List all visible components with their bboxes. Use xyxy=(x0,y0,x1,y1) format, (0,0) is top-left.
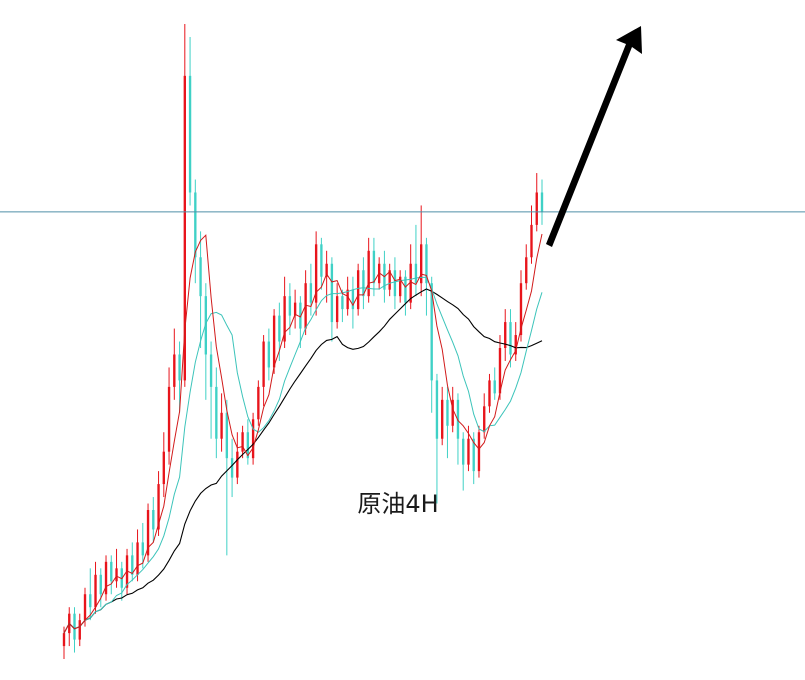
candle-down xyxy=(351,289,355,310)
candle-down xyxy=(414,263,418,284)
candle-down xyxy=(246,432,250,459)
candle-down xyxy=(330,263,334,323)
candle-down xyxy=(472,438,475,472)
candle-up xyxy=(241,432,244,452)
candle-up xyxy=(535,192,538,225)
candle-down xyxy=(73,613,76,640)
chart-title: 原油4H xyxy=(357,490,438,518)
candle-down xyxy=(430,283,433,381)
candle-up xyxy=(477,432,481,472)
candle-down xyxy=(493,380,496,394)
candle-up xyxy=(314,244,318,303)
candle-up xyxy=(525,257,528,284)
candle-down xyxy=(509,322,512,355)
candle-up xyxy=(451,399,454,426)
candle-up xyxy=(498,348,502,394)
candle-down xyxy=(288,296,292,316)
candle-down xyxy=(341,296,344,310)
candle-down xyxy=(309,283,313,303)
candle-down xyxy=(456,399,460,439)
candle-down xyxy=(462,438,465,465)
candle-down xyxy=(393,270,397,297)
candle-up xyxy=(183,75,186,381)
candle-up xyxy=(325,263,328,277)
candle-up xyxy=(409,263,412,303)
candle-up xyxy=(167,386,171,452)
candle-up xyxy=(272,315,276,368)
candle-up xyxy=(467,438,470,465)
candle-up xyxy=(293,302,297,316)
candle-down xyxy=(362,270,365,297)
candle-up xyxy=(530,224,533,258)
candles-group xyxy=(62,24,544,660)
candle-up xyxy=(220,412,223,439)
candle-up xyxy=(78,620,81,640)
candle-down xyxy=(404,276,407,303)
candle-down xyxy=(299,302,302,329)
candle-down xyxy=(225,412,229,459)
candle-down xyxy=(188,75,192,193)
candle-up xyxy=(398,276,402,297)
candle-up xyxy=(257,386,260,420)
candle-down xyxy=(446,399,449,426)
candle-down xyxy=(110,561,113,582)
candle-down xyxy=(540,192,544,212)
candle-up xyxy=(251,419,255,459)
candle-down xyxy=(267,341,271,368)
candle-down xyxy=(320,244,323,277)
candle-down xyxy=(425,244,428,284)
candle-down xyxy=(278,315,281,342)
candle-up xyxy=(519,283,523,336)
candle-up xyxy=(162,451,165,485)
candle-up xyxy=(441,399,444,439)
candle-up xyxy=(104,561,108,595)
candle-up xyxy=(173,354,176,387)
candle-up xyxy=(83,594,87,621)
candle-down xyxy=(435,380,439,439)
candle-down xyxy=(204,296,208,355)
candle-down xyxy=(89,594,92,608)
candle-up xyxy=(94,574,97,608)
candle-down xyxy=(372,250,376,284)
candle-down xyxy=(99,574,102,595)
candle-up xyxy=(483,406,486,433)
candle-up xyxy=(262,341,265,387)
candle-down xyxy=(230,458,234,478)
candle-up xyxy=(283,296,286,342)
candle-down xyxy=(131,555,134,575)
candle-down xyxy=(194,192,197,258)
candle-up xyxy=(115,568,118,582)
candle-up xyxy=(146,510,150,556)
candle-up xyxy=(420,244,423,284)
ma-slow-line xyxy=(63,288,543,634)
candle-up xyxy=(62,633,66,647)
candle-down xyxy=(209,354,213,387)
candle-up xyxy=(488,380,491,407)
candle-up xyxy=(356,270,360,310)
candle-up xyxy=(504,322,507,348)
trend-up-arrow-icon xyxy=(546,26,642,247)
candle-up xyxy=(367,250,370,297)
candle-down xyxy=(178,354,181,381)
candle-up xyxy=(514,335,517,355)
ma-fast-line xyxy=(63,233,543,634)
candle-up xyxy=(346,289,349,310)
candle-down xyxy=(141,542,144,556)
candle-up xyxy=(136,542,139,575)
candle-down xyxy=(215,386,218,439)
candle-down xyxy=(199,257,202,297)
candle-up xyxy=(335,296,339,323)
candle-up xyxy=(388,270,391,290)
candle-up xyxy=(157,484,160,530)
candle-up xyxy=(236,451,239,478)
candle-down xyxy=(152,510,155,530)
ma-mid-line xyxy=(63,276,543,634)
